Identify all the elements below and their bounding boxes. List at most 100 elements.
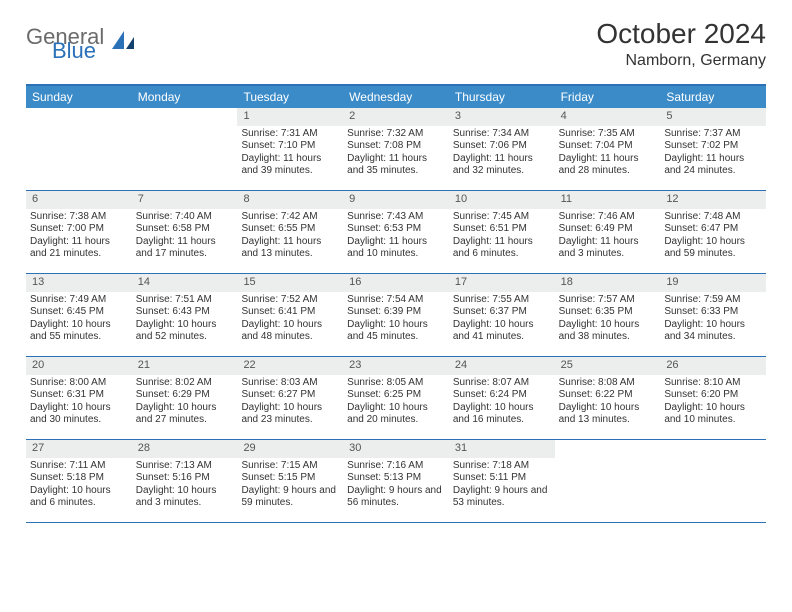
day-number: 22 [237,357,343,375]
day-info-line: Daylight: 11 hours and 35 minutes. [347,153,445,178]
day-cell: 7Sunrise: 7:40 AMSunset: 6:58 PMDaylight… [132,191,238,273]
week-row: 27Sunrise: 7:11 AMSunset: 5:18 PMDayligh… [26,440,766,523]
day-info-line: Sunrise: 7:40 AM [136,211,234,224]
day-cell: 16Sunrise: 7:54 AMSunset: 6:39 PMDayligh… [343,274,449,356]
day-cell: . [132,108,238,190]
day-info-line: Sunset: 7:10 PM [241,140,339,153]
sail-icon [110,29,136,60]
day-info-line: Sunset: 6:35 PM [559,306,657,319]
day-info-line: Sunrise: 7:37 AM [664,128,762,141]
day-number: 17 [449,274,555,292]
day-number: 30 [343,440,449,458]
day-cell: 19Sunrise: 7:59 AMSunset: 6:33 PMDayligh… [660,274,766,356]
dow-row: SundayMondayTuesdayWednesdayThursdayFrid… [26,86,766,108]
month-title: October 2024 [596,18,766,50]
day-info-line: Sunset: 6:24 PM [453,389,551,402]
day-info-line: Sunrise: 7:54 AM [347,294,445,307]
day-cell: 26Sunrise: 8:10 AMSunset: 6:20 PMDayligh… [660,357,766,439]
day-info-line: Sunrise: 7:13 AM [136,460,234,473]
dow-cell: Tuesday [237,86,343,108]
day-number: 14 [132,274,238,292]
day-info-line: Sunrise: 7:59 AM [664,294,762,307]
day-info-line: Sunrise: 7:51 AM [136,294,234,307]
day-info-line: Sunrise: 7:55 AM [453,294,551,307]
day-info-line: Sunrise: 7:35 AM [559,128,657,141]
day-info-line: Sunset: 6:43 PM [136,306,234,319]
day-info-line: Daylight: 11 hours and 13 minutes. [241,236,339,261]
day-info-line: Sunrise: 7:42 AM [241,211,339,224]
week-row: 20Sunrise: 8:00 AMSunset: 6:31 PMDayligh… [26,357,766,440]
day-info-line: Sunset: 6:53 PM [347,223,445,236]
day-cell: . [555,440,661,522]
title-block: October 2024 Namborn, Germany [596,18,766,70]
day-info-line: Sunset: 5:11 PM [453,472,551,485]
day-info-line: Daylight: 11 hours and 32 minutes. [453,153,551,178]
logo-text: General Blue [26,27,104,61]
day-info-line: Sunset: 6:33 PM [664,306,762,319]
day-number: 31 [449,440,555,458]
day-number: 3 [449,108,555,126]
day-info-line: Sunrise: 8:08 AM [559,377,657,390]
day-number: 20 [26,357,132,375]
day-info-line: Daylight: 10 hours and 23 minutes. [241,402,339,427]
day-info-line: Sunrise: 7:32 AM [347,128,445,141]
day-info-line: Sunset: 6:29 PM [136,389,234,402]
day-info-line: Daylight: 10 hours and 27 minutes. [136,402,234,427]
day-info-line: Daylight: 11 hours and 39 minutes. [241,153,339,178]
day-info-line: Daylight: 10 hours and 59 minutes. [664,236,762,261]
day-number: 7 [132,191,238,209]
day-info-line: Daylight: 10 hours and 34 minutes. [664,319,762,344]
day-cell: 18Sunrise: 7:57 AMSunset: 6:35 PMDayligh… [555,274,661,356]
dow-cell: Saturday [660,86,766,108]
day-cell: . [26,108,132,190]
day-cell: 31Sunrise: 7:18 AMSunset: 5:11 PMDayligh… [449,440,555,522]
day-cell: 1Sunrise: 7:31 AMSunset: 7:10 PMDaylight… [237,108,343,190]
day-cell: 23Sunrise: 8:05 AMSunset: 6:25 PMDayligh… [343,357,449,439]
day-info-line: Daylight: 10 hours and 20 minutes. [347,402,445,427]
day-cell: 25Sunrise: 8:08 AMSunset: 6:22 PMDayligh… [555,357,661,439]
day-number: 21 [132,357,238,375]
day-cell: 12Sunrise: 7:48 AMSunset: 6:47 PMDayligh… [660,191,766,273]
day-cell: . [660,440,766,522]
day-info-line: Sunset: 7:00 PM [30,223,128,236]
day-number: 11 [555,191,661,209]
day-cell: 3 Sunrise: 7:34 AMSunset: 7:06 PMDaylight… [449,108,555,190]
day-cell: 11Sunrise: 7:46 AMSunset: 6:49 PMDayligh… [555,191,661,273]
dow-cell: Wednesday [343,86,449,108]
day-info-line: Daylight: 10 hours and 38 minutes. [559,319,657,344]
day-info-line: Daylight: 11 hours and 17 minutes. [136,236,234,261]
week-row: ..1Sunrise: 7:31 AMSunset: 7:10 PMDaylig… [26,108,766,191]
day-info-line: Daylight: 10 hours and 48 minutes. [241,319,339,344]
day-info-line: Sunrise: 7:45 AM [453,211,551,224]
day-cell: 28Sunrise: 7:13 AMSunset: 5:16 PMDayligh… [132,440,238,522]
day-info-line: Sunset: 6:25 PM [347,389,445,402]
day-cell: 15Sunrise: 7:52 AMSunset: 6:41 PMDayligh… [237,274,343,356]
day-info-line: Daylight: 10 hours and 10 minutes. [664,402,762,427]
day-cell: 5Sunrise: 7:37 AMSunset: 7:02 PMDaylight… [660,108,766,190]
day-info-line: Sunset: 6:37 PM [453,306,551,319]
day-number: 23 [343,357,449,375]
dow-cell: Sunday [26,86,132,108]
day-info-line: Daylight: 10 hours and 6 minutes. [30,485,128,510]
dow-cell: Thursday [449,86,555,108]
day-info-line: Sunset: 5:18 PM [30,472,128,485]
day-info-line: Daylight: 10 hours and 30 minutes. [30,402,128,427]
day-info-line: Sunrise: 7:38 AM [30,211,128,224]
day-info-line: Daylight: 10 hours and 41 minutes. [453,319,551,344]
day-info-line: Sunset: 6:47 PM [664,223,762,236]
location-label: Namborn, Germany [596,52,766,70]
day-info-line: Daylight: 10 hours and 13 minutes. [559,402,657,427]
day-info-line: Daylight: 10 hours and 52 minutes. [136,319,234,344]
day-info-line: Sunrise: 7:34 AM [453,128,551,141]
day-info-line: Sunset: 7:06 PM [453,140,551,153]
day-cell: 24Sunrise: 8:07 AMSunset: 6:24 PMDayligh… [449,357,555,439]
day-info-line: Sunset: 6:41 PM [241,306,339,319]
day-info-line: Daylight: 11 hours and 6 minutes. [453,236,551,261]
day-info-line: Sunset: 7:08 PM [347,140,445,153]
day-info-line: Daylight: 9 hours and 56 minutes. [347,485,445,510]
day-info-line: Sunrise: 7:46 AM [559,211,657,224]
day-info-line: Sunrise: 7:57 AM [559,294,657,307]
brand-logo: General Blue [26,27,136,61]
day-number: 28 [132,440,238,458]
day-info-line: Sunrise: 7:16 AM [347,460,445,473]
